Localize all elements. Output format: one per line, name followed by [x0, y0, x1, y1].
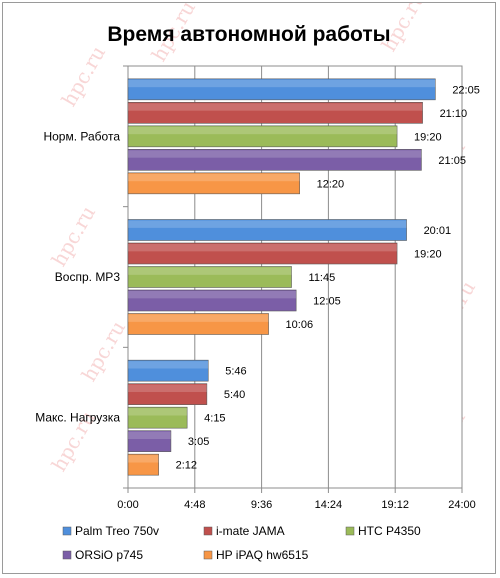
data-label: 5:46: [225, 366, 246, 378]
data-label: 21:10: [440, 108, 468, 120]
bar: [127, 430, 172, 452]
bar: [127, 219, 407, 241]
legend-swatch: [62, 526, 72, 536]
x-tick-label: 24:00: [448, 499, 476, 511]
chart-canvas: hpc.ruhpc.ruhpc.ruhpc.ruhpc.ruhpc.ruhpc.…: [35, 3, 480, 562]
legend-entry: HP iPAQ hw6515: [216, 548, 309, 562]
bar: [127, 78, 436, 101]
bar: [127, 359, 209, 382]
bar: [127, 125, 398, 148]
chart-title: Время автономной работы: [107, 23, 390, 46]
legend-entry: ORSiO p745: [75, 548, 143, 562]
bar: [127, 102, 423, 124]
bar-highlight: [128, 126, 398, 135]
legend-swatch: [203, 550, 213, 560]
bar-highlight: [128, 361, 209, 369]
bar-highlight: [128, 431, 171, 440]
category-label: Норм. Работа: [43, 129, 120, 143]
bar-highlight: [128, 173, 300, 182]
x-tick-label: 14:24: [315, 499, 343, 511]
x-tick-label: 9:36: [251, 499, 272, 511]
data-label: 12:05: [313, 296, 341, 308]
bar-highlight: [128, 220, 407, 228]
bar: [127, 172, 300, 195]
bar-highlight: [128, 244, 398, 252]
bar: [127, 242, 398, 265]
watermark-text: hpc.ru: [77, 317, 131, 386]
bar: [127, 266, 292, 288]
x-tick-label: 19:12: [381, 499, 409, 511]
bar-highlight: [128, 267, 292, 275]
data-label: 5:40: [224, 389, 245, 401]
watermark-text: hpc.ru: [47, 202, 101, 271]
bar-highlight: [128, 291, 297, 299]
data-label: 21:05: [438, 155, 466, 167]
data-label: 2:12: [176, 460, 197, 472]
data-label: 11:45: [309, 272, 336, 284]
data-label: 4:15: [204, 413, 225, 425]
data-label: 22:05: [452, 84, 480, 96]
bar: [127, 406, 188, 429]
x-tick-label: 4:48: [184, 499, 205, 511]
data-label: 19:20: [414, 249, 442, 261]
data-label: 12:20: [317, 178, 345, 190]
legend-entry: HTC P4350: [358, 524, 421, 538]
bar: [127, 289, 297, 312]
x-tick-label: 0:00: [117, 499, 138, 511]
chart-frame: hpc.ruhpc.ruhpc.ruhpc.ruhpc.ruhpc.ruhpc.…: [2, 2, 496, 574]
data-label: 20:01: [424, 225, 452, 237]
data-label: 19:20: [414, 131, 442, 143]
category-label: Воспр. MP3: [55, 270, 121, 284]
bar-highlight: [128, 384, 207, 393]
bar-highlight: [128, 408, 188, 416]
bar-highlight: [128, 103, 423, 111]
legend-entry: i-mate JAMA: [216, 524, 285, 538]
plot-area: 0:00 4:48 9:36 14:24 19:12 24:00 Норм. Работа 2…: [35, 65, 480, 511]
bar: [127, 313, 269, 335]
bar-highlight: [128, 79, 436, 88]
legend-swatch: [203, 526, 213, 536]
watermark-text: hpc.ru: [57, 42, 111, 111]
bar: [127, 383, 208, 405]
bar: [127, 453, 159, 476]
bar-highlight: [128, 314, 269, 322]
bar-highlight: [128, 455, 159, 463]
bar-highlight: [128, 150, 422, 158]
data-label: 10:06: [286, 319, 314, 331]
legend: Palm Treo 750v i-mate JAMA HTC P4350 ORSiO …: [62, 524, 421, 562]
legend-swatch: [345, 526, 355, 536]
data-label: 3:05: [188, 436, 209, 448]
bar: [127, 149, 422, 171]
legend-entry: Palm Treo 750v: [75, 524, 159, 538]
legend-swatch: [62, 550, 72, 560]
category-label: Макс. Нагрузка: [35, 411, 120, 425]
